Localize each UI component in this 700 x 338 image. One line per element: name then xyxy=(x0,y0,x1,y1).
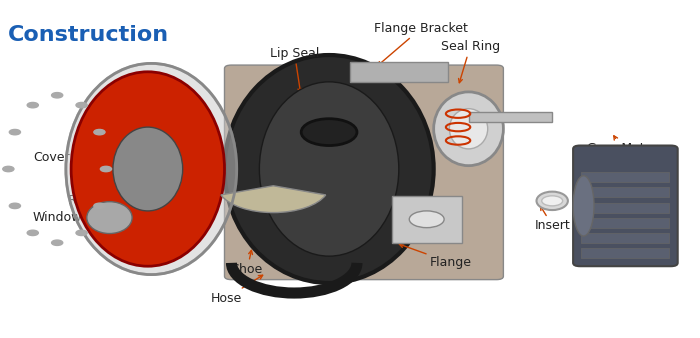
Circle shape xyxy=(27,230,38,236)
Circle shape xyxy=(9,129,20,135)
Bar xyxy=(582,218,669,228)
Circle shape xyxy=(3,166,14,172)
Circle shape xyxy=(76,230,87,236)
Text: Flange: Flange xyxy=(400,244,473,269)
Ellipse shape xyxy=(66,64,237,274)
Ellipse shape xyxy=(260,82,399,256)
Text: Seal Ring: Seal Ring xyxy=(440,40,500,83)
Ellipse shape xyxy=(225,55,434,283)
Text: Gear Motor: Gear Motor xyxy=(587,136,657,155)
Bar xyxy=(392,196,461,243)
Ellipse shape xyxy=(573,176,594,236)
Text: Flange Bracket: Flange Bracket xyxy=(374,22,468,66)
Bar xyxy=(468,112,552,122)
Ellipse shape xyxy=(449,108,488,149)
Ellipse shape xyxy=(301,119,357,146)
Text: Pump Case: Pump Case xyxy=(130,125,210,142)
Text: Lip Seal: Lip Seal xyxy=(270,47,319,93)
Circle shape xyxy=(27,102,38,108)
Circle shape xyxy=(100,166,111,172)
Text: Window: Window xyxy=(33,211,91,224)
Ellipse shape xyxy=(71,72,225,266)
Circle shape xyxy=(52,93,63,98)
Ellipse shape xyxy=(87,202,132,234)
Ellipse shape xyxy=(536,192,568,210)
Ellipse shape xyxy=(434,92,503,166)
Ellipse shape xyxy=(113,127,183,211)
Circle shape xyxy=(94,203,105,209)
Wedge shape xyxy=(221,186,326,213)
FancyBboxPatch shape xyxy=(573,146,678,266)
Text: Construction: Construction xyxy=(8,25,169,45)
Circle shape xyxy=(94,129,105,135)
Text: Cover: Cover xyxy=(33,151,105,164)
Bar xyxy=(582,172,669,183)
Bar xyxy=(582,188,669,197)
Text: Shoe: Shoe xyxy=(232,250,262,276)
Circle shape xyxy=(76,102,87,108)
Text: Hose: Hose xyxy=(211,275,262,305)
Bar xyxy=(582,202,669,213)
FancyBboxPatch shape xyxy=(225,65,503,280)
Bar xyxy=(582,248,669,258)
Bar xyxy=(582,233,669,243)
Circle shape xyxy=(9,203,20,209)
Circle shape xyxy=(410,211,444,228)
Bar xyxy=(350,62,447,82)
Text: Insert: Insert xyxy=(535,206,570,233)
Circle shape xyxy=(542,196,563,206)
Circle shape xyxy=(52,240,63,245)
Text: Rotor: Rotor xyxy=(68,178,120,207)
